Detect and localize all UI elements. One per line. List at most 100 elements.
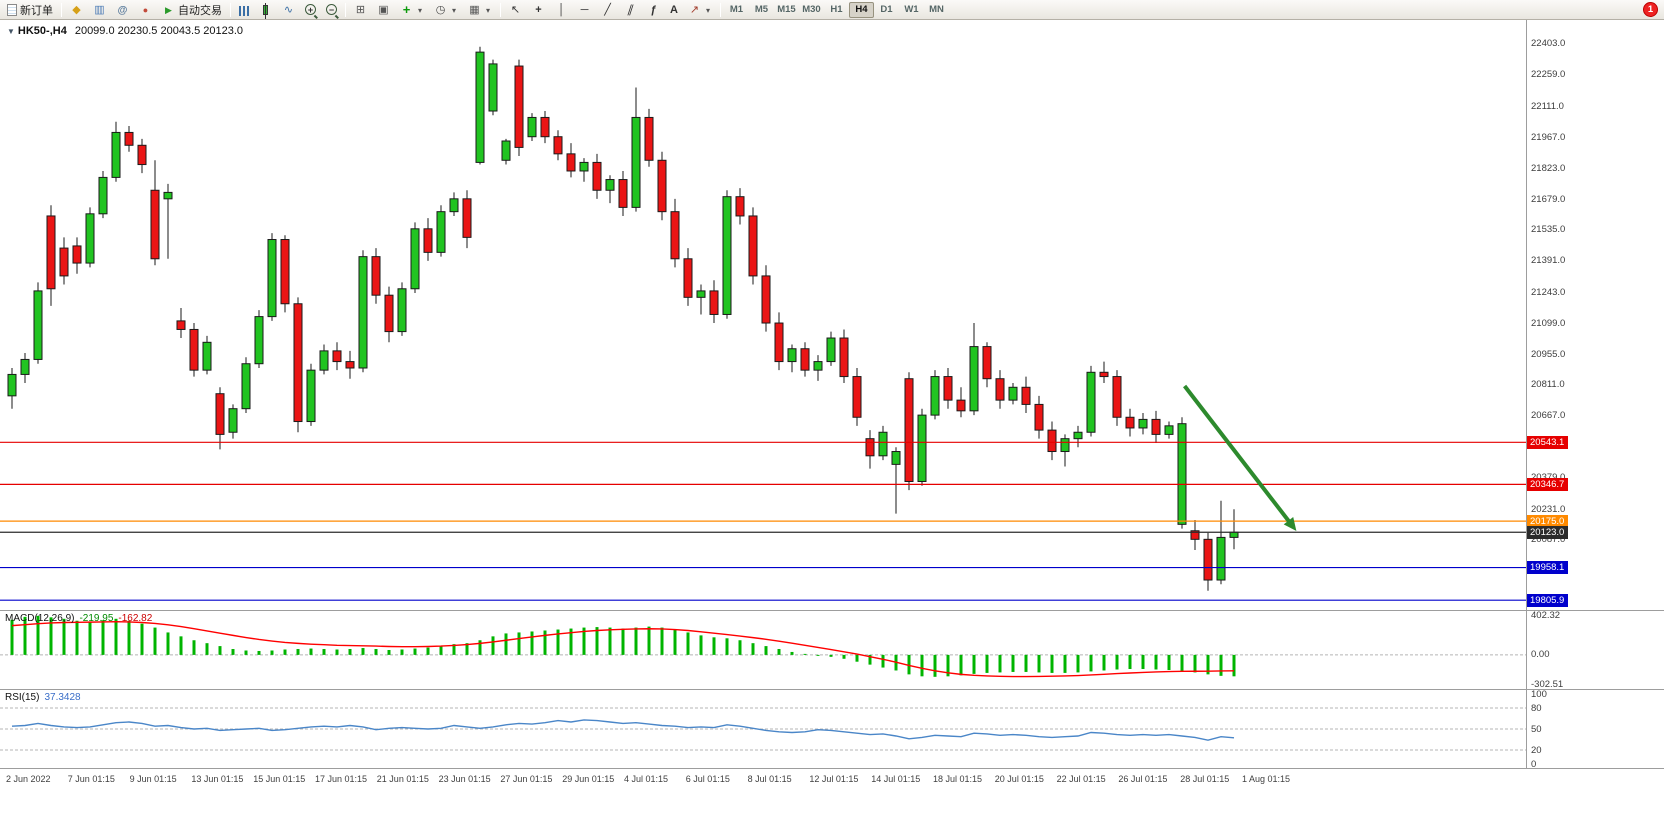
toolbar: 新订单 自动交易 + − A M1 M5 M15 M30 H1 H4 D1 W1… [0, 0, 1664, 20]
candle [904, 378, 914, 483]
timeframe-m15-button[interactable]: M15 [774, 2, 799, 18]
candle [969, 346, 979, 412]
candle [436, 211, 446, 253]
rsi-tick-label: 80 [1531, 702, 1542, 714]
data-window-icon [93, 3, 106, 17]
arrows-tool-button[interactable] [684, 1, 716, 18]
date-label: 21 Jun 01:15 [376, 774, 429, 784]
macd-signal-value: -162.82 [118, 613, 153, 624]
candle [592, 161, 602, 191]
pane-separator[interactable] [0, 768, 1664, 769]
add-indicator-button[interactable] [396, 1, 428, 18]
price-tick-label: 21243.0 [1531, 286, 1566, 298]
macd-pane[interactable] [0, 611, 1526, 689]
candle [930, 376, 940, 416]
news-button[interactable] [135, 1, 156, 18]
periods-clock-icon [434, 3, 447, 17]
macd-indicator-label: MACD(12,26,9) -219.95 -162.82 [5, 613, 152, 624]
community-button[interactable] [112, 1, 133, 18]
candle [475, 51, 485, 163]
time-scale[interactable]: 2 Jun 2022 7 Jun 01:15 9 Jun 01:15 13 Jun 0… [0, 768, 1526, 792]
rsi-pane[interactable] [0, 690, 1526, 768]
price-tick-label: 22259.0 [1531, 69, 1566, 81]
timeframe-m5-button[interactable]: M5 [749, 2, 774, 18]
candle [709, 290, 719, 315]
timeframe-m1-button[interactable]: M1 [724, 2, 749, 18]
date-label: 22 Jul 01:15 [1056, 774, 1106, 784]
main-chart-pane[interactable] [0, 20, 1526, 610]
timeframe-m30-button[interactable]: M30 [799, 2, 824, 18]
rsi-tick-label: 50 [1531, 723, 1542, 735]
candle [410, 228, 420, 290]
symbol-marker-icon: ▼ [7, 27, 15, 36]
candle [423, 228, 433, 253]
dropdown-icon [484, 3, 492, 17]
candlestick-chart-button[interactable] [255, 1, 276, 19]
line-chart-button[interactable] [278, 1, 299, 18]
bar-chart-button[interactable] [235, 1, 253, 18]
new-order-button[interactable]: 新订单 [3, 1, 57, 18]
fibonacci-tool-button[interactable] [643, 1, 664, 18]
horizontal-line-tool-button[interactable] [574, 1, 595, 18]
notification-badge[interactable]: 1 [1643, 2, 1658, 17]
candle [696, 290, 706, 298]
date-label: 17 Jun 01:15 [315, 774, 368, 784]
candle [579, 161, 589, 172]
zoom-in-button[interactable]: + [301, 1, 320, 18]
trend-arrow-head[interactable] [1283, 517, 1297, 531]
candle [1060, 438, 1070, 453]
candle [1086, 371, 1096, 433]
price-tick-label: 22403.0 [1531, 38, 1566, 50]
rsi-tick-label: 100 [1531, 688, 1547, 700]
trendline-tool-button[interactable] [597, 1, 618, 18]
pane-separator[interactable] [0, 689, 1664, 690]
price-tick-label: 20955.0 [1531, 348, 1566, 360]
market-watch-button[interactable] [66, 1, 87, 18]
text-tool-button[interactable]: A [666, 1, 682, 18]
price-tick-label: 22111.0 [1531, 101, 1564, 113]
pane-separator[interactable] [0, 610, 1664, 611]
candle [839, 337, 849, 378]
price-badge: 19958.1 [1527, 561, 1569, 575]
candle [618, 179, 628, 208]
candle [761, 275, 771, 324]
candle [917, 414, 927, 483]
periods-button[interactable] [430, 1, 462, 18]
tile-windows-button[interactable] [350, 1, 371, 18]
channel-icon [622, 3, 640, 17]
timeframe-h1-button[interactable]: H1 [824, 2, 849, 18]
timeframe-h4-button[interactable]: H4 [848, 1, 874, 18]
data-window-button[interactable] [89, 1, 110, 18]
trend-arrow[interactable] [1183, 384, 1295, 528]
price-tick-label: 21391.0 [1531, 255, 1566, 267]
date-label: 4 Jul 01:15 [624, 774, 669, 784]
timeframe-d1-button[interactable]: D1 [874, 2, 899, 18]
cascade-windows-button[interactable] [373, 1, 394, 18]
price-tick-label: 21823.0 [1531, 162, 1566, 174]
zoom-out-button[interactable]: − [322, 1, 341, 18]
fibonacci-icon [647, 3, 660, 17]
templates-button[interactable] [464, 1, 496, 18]
cursor-tool-button[interactable] [505, 1, 526, 18]
zoom-out-icon: − [326, 4, 337, 15]
date-label: 13 Jun 01:15 [191, 774, 244, 784]
candle [605, 179, 615, 191]
macd-signal-line [11, 621, 1235, 678]
price-tick-label: 20087.0 [1531, 534, 1566, 546]
candle [20, 358, 30, 375]
vertical-line-tool-button[interactable] [551, 1, 572, 18]
price-tick-label: 21679.0 [1531, 193, 1566, 205]
autotrade-button[interactable]: 自动交易 [158, 1, 226, 18]
timeframe-mn-button[interactable]: MN [924, 2, 949, 18]
text-tool-label: A [670, 3, 678, 16]
candle [1112, 376, 1122, 418]
price-tick-label: 21099.0 [1531, 317, 1566, 329]
channel-tool-button[interactable] [620, 1, 641, 18]
candle [332, 350, 342, 363]
candle [943, 376, 953, 401]
timeframe-w1-button[interactable]: W1 [899, 2, 924, 18]
price-scale[interactable]: 22403.0 22259.0 22111.0 21967.0 21823.0 21679… [1526, 20, 1664, 792]
candle [722, 196, 732, 315]
candle [852, 376, 862, 418]
crosshair-tool-button[interactable] [528, 1, 549, 18]
